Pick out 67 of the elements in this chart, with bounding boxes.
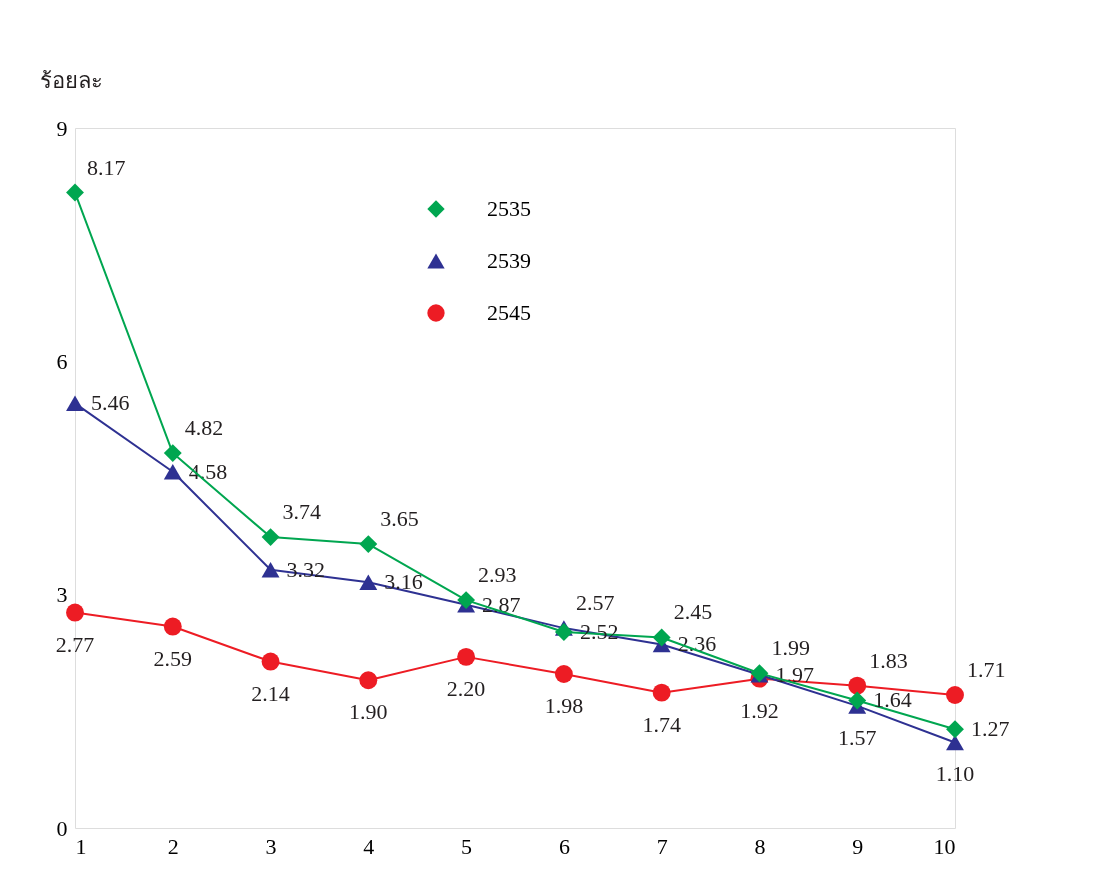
data-label: 3.65 xyxy=(380,506,419,532)
point xyxy=(359,574,378,590)
data-label: 1.27 xyxy=(971,716,1010,742)
y-tick-label: 3 xyxy=(56,582,68,608)
point xyxy=(457,647,476,666)
x-tick-label: 4 xyxy=(363,833,375,859)
point xyxy=(163,617,182,636)
data-label: 1.74 xyxy=(642,711,681,737)
x-tick-label: 8 xyxy=(754,833,766,859)
data-label: 2.45 xyxy=(673,599,713,625)
x-tick-label: 6 xyxy=(558,833,570,859)
data-label: 1.99 xyxy=(771,635,810,661)
data-label: 1.10 xyxy=(935,761,975,787)
data-label: 2.87 xyxy=(482,591,521,617)
data-label: 1.64 xyxy=(873,687,912,713)
point xyxy=(261,562,280,578)
data-label: 3.16 xyxy=(384,569,423,595)
x-tick-label: 7 xyxy=(656,833,668,859)
data-label: 4.82 xyxy=(184,415,224,441)
legend-label: 2535 xyxy=(487,196,531,221)
point xyxy=(946,720,964,739)
y-axis-title: ร้อยละ xyxy=(40,68,103,93)
data-label: 1.97 xyxy=(775,661,814,687)
point xyxy=(66,395,84,412)
point xyxy=(261,528,280,547)
point xyxy=(163,464,182,480)
data-label: 8.17 xyxy=(87,154,126,180)
y-tick-label: 0 xyxy=(56,815,68,841)
x-tick-label: 1 xyxy=(75,833,87,859)
point xyxy=(66,603,84,622)
point xyxy=(848,676,867,695)
data-label: 2.57 xyxy=(575,590,615,616)
point xyxy=(946,686,964,704)
point xyxy=(554,623,573,641)
y-tick-label: 6 xyxy=(56,348,68,374)
x-tick-label: 10 xyxy=(933,833,956,859)
x-tick-label: 3 xyxy=(265,833,277,859)
point xyxy=(359,671,378,690)
x-tick-label: 5 xyxy=(461,833,473,859)
data-label: 1.57 xyxy=(837,724,877,750)
data-label: 2.93 xyxy=(478,562,517,588)
point xyxy=(163,444,182,463)
data-label: 2.36 xyxy=(677,631,717,657)
point xyxy=(652,628,671,647)
data-label: 2.77 xyxy=(55,631,95,657)
data-label: 5.46 xyxy=(91,390,130,416)
data-label: 2.14 xyxy=(251,680,290,706)
x-tick-label: 9 xyxy=(852,833,864,859)
data-label: 1.98 xyxy=(544,693,584,718)
x-tick-label: 2 xyxy=(167,833,179,859)
point xyxy=(359,535,378,554)
data-label: 2.20 xyxy=(446,675,486,701)
data-label: 1.90 xyxy=(349,699,388,725)
data-label: 1.92 xyxy=(740,697,779,723)
point xyxy=(848,691,867,710)
y-tick-label: 9 xyxy=(56,115,68,141)
point xyxy=(554,665,573,683)
point xyxy=(261,652,280,671)
data-label: 2.59 xyxy=(153,645,193,671)
point xyxy=(457,591,476,610)
data-label: 1.83 xyxy=(869,647,908,673)
legend-label: 2539 xyxy=(487,248,531,273)
point xyxy=(66,183,84,202)
point xyxy=(652,683,671,702)
data-label: 3.74 xyxy=(282,499,322,525)
legend-label: 2545 xyxy=(487,300,531,325)
data-label: 1.71 xyxy=(967,657,1006,682)
